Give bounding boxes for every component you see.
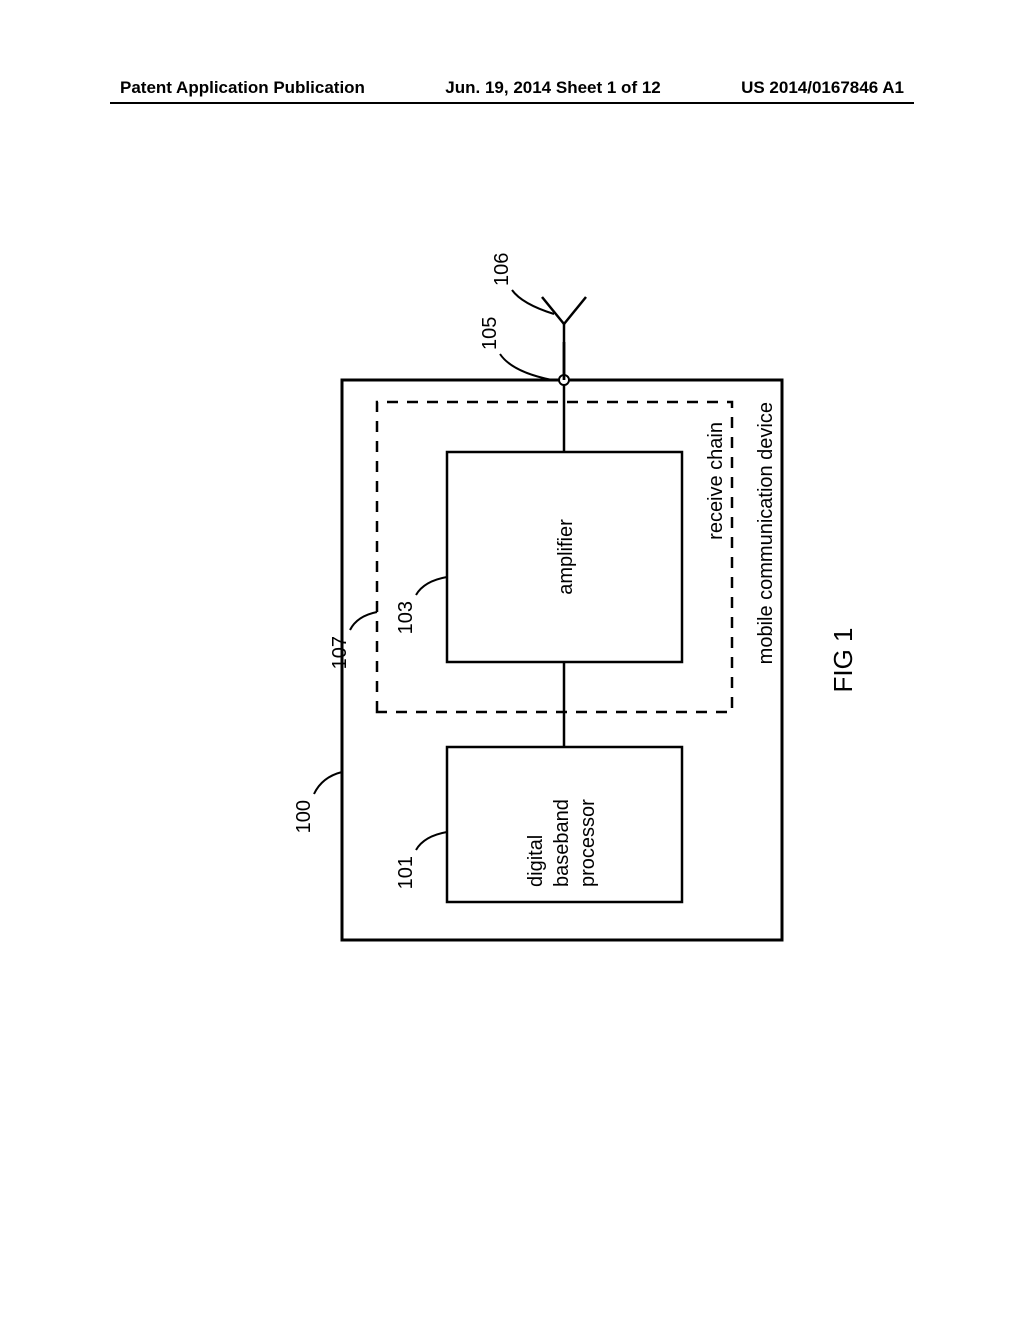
- ref-100: 100: [293, 800, 315, 833]
- baseband-label-3: processor: [577, 799, 599, 887]
- ref-101: 101: [395, 856, 417, 889]
- leader-107: [350, 612, 377, 630]
- outer-box-label: mobile communication device: [755, 402, 777, 664]
- leader-101: [416, 832, 447, 850]
- ref-106: 106: [491, 253, 513, 286]
- figure-1: mobile communication device receive chai…: [0, 0, 1024, 1320]
- receive-chain-label: receive chain: [705, 422, 727, 540]
- leader-106: [512, 290, 554, 314]
- ref-103: 103: [395, 601, 417, 634]
- ref-107: 107: [329, 636, 351, 669]
- page: Patent Application Publication Jun. 19, …: [0, 0, 1024, 1320]
- ref-105: 105: [479, 317, 501, 350]
- leader-103: [416, 577, 447, 595]
- baseband-label-2: baseband: [551, 799, 573, 887]
- leader-100: [314, 772, 342, 794]
- antenna-arm-bot: [564, 297, 586, 324]
- amplifier-label: amplifier: [555, 519, 577, 595]
- baseband-label-1: digital: [525, 835, 547, 887]
- figure-title: FIG 1: [828, 627, 858, 692]
- leader-105: [500, 354, 552, 380]
